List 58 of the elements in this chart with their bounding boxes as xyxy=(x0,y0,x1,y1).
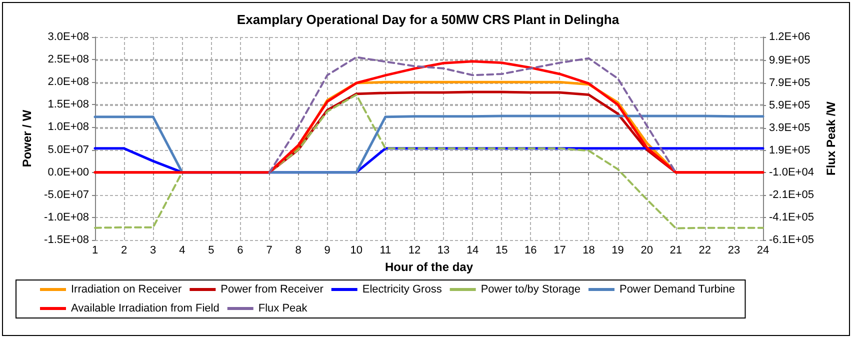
x-tick-label: 16 xyxy=(524,244,537,256)
x-tick-label: 24 xyxy=(756,244,770,256)
x-tick-label: 6 xyxy=(237,244,244,256)
y-tick-label: 5.0E+07 xyxy=(48,144,89,156)
y-tick-label: -1.5E+08 xyxy=(44,234,89,246)
y2-tick-label: 7.9E+05 xyxy=(769,76,810,89)
legend-label: Irradiation on Receiver xyxy=(71,284,182,296)
x-tick-label: 1 xyxy=(92,244,98,256)
y2-tick-label: 3.9E+05 xyxy=(769,122,810,134)
x-tick-label: 19 xyxy=(612,244,624,256)
y-tick-label: -5.0E+07 xyxy=(44,188,89,201)
legend-label: Power Demand Turbine xyxy=(619,284,736,296)
legend-label: Power from Receiver xyxy=(220,284,324,296)
y-tick-label: 3.0E+08 xyxy=(48,31,89,43)
x-axis-title: Hour of the day xyxy=(384,260,474,274)
x-tick-label: 13 xyxy=(437,244,450,256)
x-tick-label: 23 xyxy=(728,244,740,256)
y-tick-label: 2.0E+08 xyxy=(48,76,89,88)
x-tick-label: 20 xyxy=(640,244,653,256)
x-tick-label: 15 xyxy=(495,244,508,256)
x-tick-label: 5 xyxy=(208,244,214,256)
y2-tick-label: 1.9E+05 xyxy=(769,144,810,156)
x-tick-label: 4 xyxy=(179,244,186,256)
x-tick-label: 12 xyxy=(408,244,421,256)
legend-label: Flux Peak xyxy=(258,302,308,314)
x-tick-label: 2 xyxy=(120,244,128,256)
y2-tick-label: -1.0E+04 xyxy=(769,166,814,179)
line-series xyxy=(94,60,764,174)
chart-title: Examplary Operational Day for a 50MW CRS Plant in Delingha xyxy=(236,12,620,27)
legend-label: Available Irradiation from Field xyxy=(71,302,220,314)
y-tick-label: 1.0E+08 xyxy=(48,121,89,134)
y2-axis-title: Flux Peak /W xyxy=(824,100,838,176)
line-series xyxy=(268,56,677,174)
x-tick-label: 21 xyxy=(670,244,682,256)
x-tick-label: 8 xyxy=(295,244,302,256)
x-tick-label: 9 xyxy=(324,244,330,256)
x-tick-label: 22 xyxy=(698,244,712,256)
y-tick-label: 0.0E+00 xyxy=(48,166,89,178)
x-tick-label: 14 xyxy=(466,244,479,256)
y2-tick-label: 9.9E+05 xyxy=(769,54,810,67)
x-tick-label: 17 xyxy=(554,244,566,256)
y-tick-label: -1.0E+08 xyxy=(44,211,89,224)
y2-tick-label: -2.1E+05 xyxy=(769,189,814,202)
x-tick-label: 3 xyxy=(150,244,156,256)
y2-tick-label: 1.2E+06 xyxy=(769,31,810,43)
x-tick-label: 7 xyxy=(266,244,272,256)
legend-label: Power to/by Storage xyxy=(480,284,580,296)
legend-label: Electricity Gross xyxy=(362,284,442,296)
y2-tick-label: -6.1E+05 xyxy=(769,234,814,246)
y-tick-label: 2.5E+08 xyxy=(48,54,89,66)
y-axis-title: Power / W xyxy=(20,109,34,168)
y2-tick-label: -4.1E+05 xyxy=(769,212,814,224)
line-series xyxy=(94,94,764,230)
x-tick-label: 11 xyxy=(380,244,392,256)
y2-tick-label: 5.9E+05 xyxy=(769,99,810,112)
x-tick-label: 18 xyxy=(582,244,595,256)
x-tick-label: 10 xyxy=(350,244,363,256)
y-tick-label: 1.5E+08 xyxy=(48,98,89,111)
